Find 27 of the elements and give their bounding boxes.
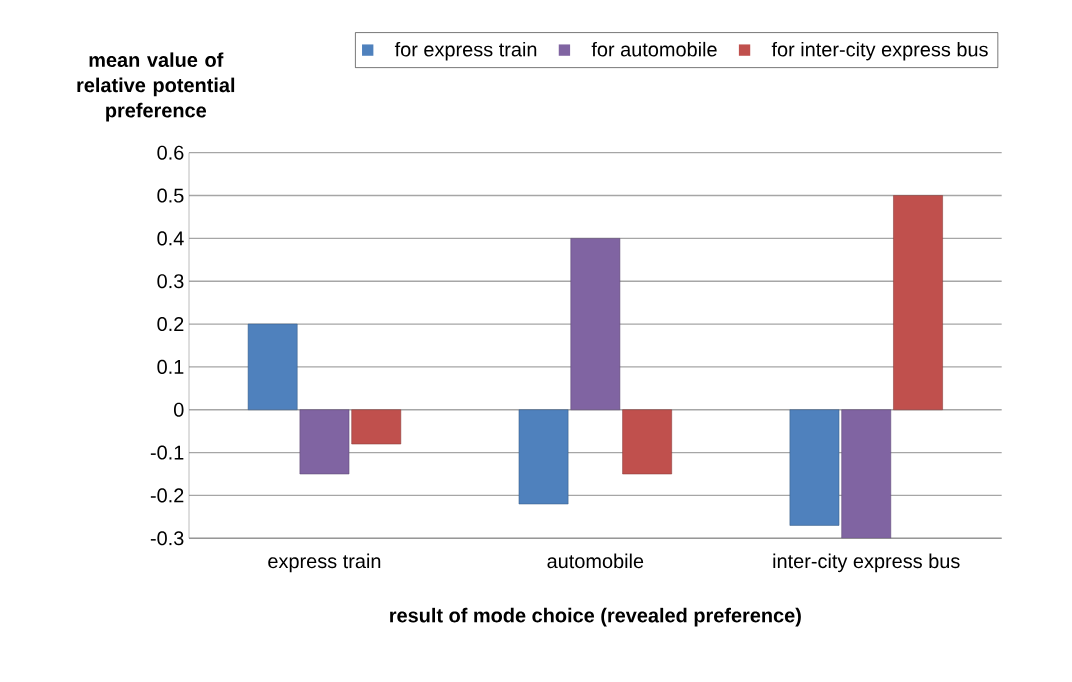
y-tick-label: 0.6 xyxy=(157,145,184,160)
y-tick-label: 0.2 xyxy=(157,317,184,332)
bar xyxy=(351,409,402,445)
y-axis-title: mean value of relative potential preference xyxy=(77,52,235,122)
bar xyxy=(841,409,892,539)
x-tick-label: express train xyxy=(268,553,381,573)
y-tick-label: 0.3 xyxy=(157,274,184,289)
bar xyxy=(789,409,840,526)
x-axis-title: result of mode choice (revealed preference) xyxy=(390,607,801,627)
bar xyxy=(518,409,569,505)
y-tick-label: 0.5 xyxy=(157,188,184,203)
bar xyxy=(247,323,298,411)
x-tick-label: inter-city express bus xyxy=(773,553,960,573)
y-tick-label: -0.3 xyxy=(150,531,184,546)
y-tick-label: -0.2 xyxy=(150,488,184,503)
bar xyxy=(570,238,621,411)
y-tick-label: 0.4 xyxy=(157,231,184,246)
y-tick-label: 0.1 xyxy=(157,359,184,374)
bar xyxy=(893,195,943,411)
legend-label: for inter-city express bus xyxy=(771,41,988,61)
legend-label: for express train xyxy=(394,41,537,61)
bar xyxy=(299,409,350,475)
legend-label: for automobile xyxy=(591,41,717,57)
bar xyxy=(622,409,672,475)
y-tick-label: 0 xyxy=(174,402,184,417)
x-tick-label: automobile xyxy=(547,553,644,569)
y-tick-label: -0.1 xyxy=(150,445,184,460)
